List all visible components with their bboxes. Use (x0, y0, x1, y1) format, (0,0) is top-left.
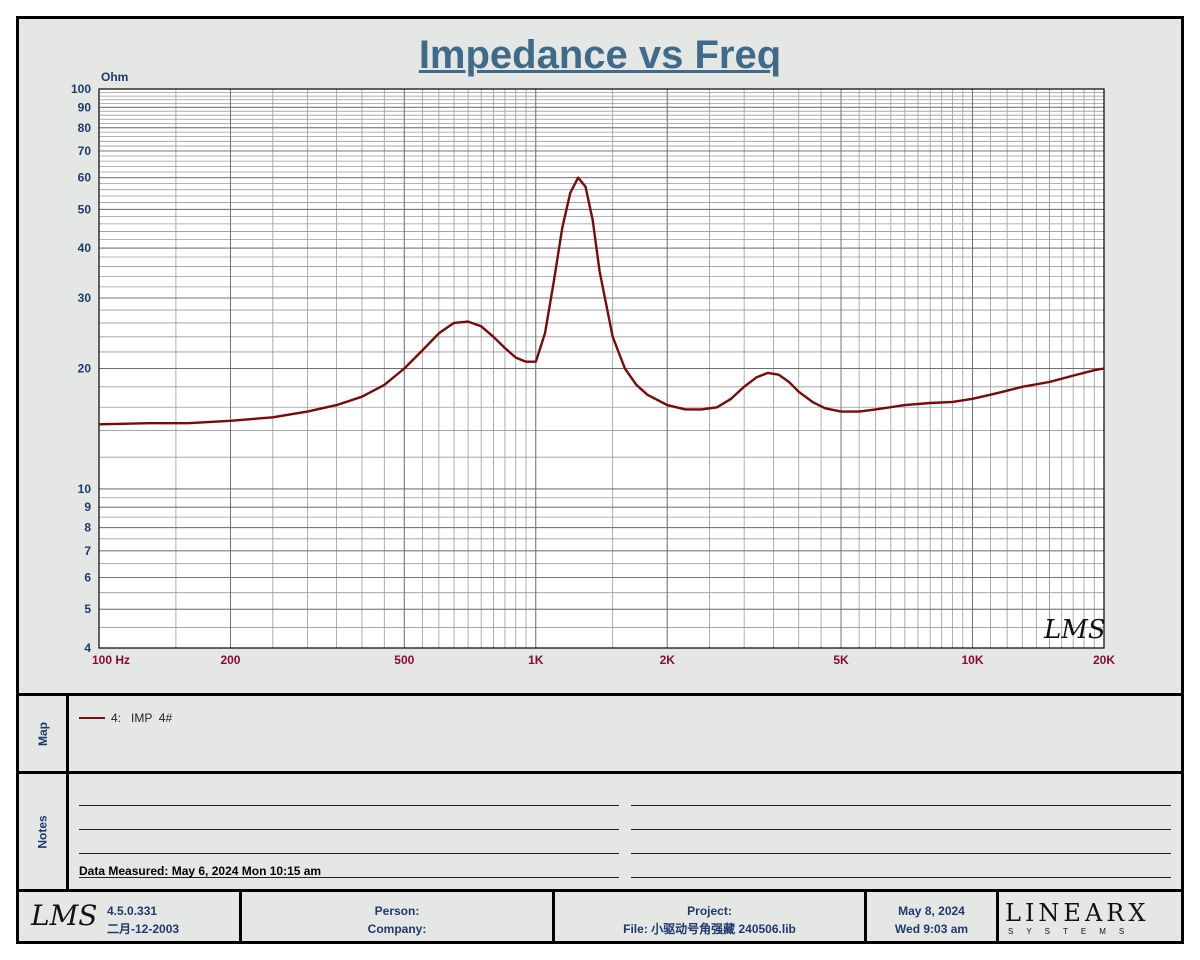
y-tick-label: 8 (84, 521, 91, 535)
y-tick-label: 70 (78, 144, 92, 158)
chart-title: Impedance vs Freq (19, 33, 1181, 78)
note-line (631, 805, 1171, 806)
lms-logo: LMS (31, 899, 98, 932)
note-line (79, 853, 619, 854)
y-tick-label: 5 (84, 602, 91, 616)
y-tick-label: 90 (78, 100, 92, 114)
person-company: Person: Company: (242, 902, 552, 938)
lms-watermark: LMS (1043, 615, 1106, 645)
y-tick-label: 100 (71, 82, 91, 96)
legend-entry: 4: IMP 4# (79, 711, 172, 725)
x-tick-label: 1K (528, 653, 544, 667)
linearx-logo: LINEARX (1005, 899, 1150, 927)
y-tick-label: 20 (78, 362, 92, 376)
data-measured: Data Measured: May 6, 2024 Mon 10:15 am (79, 864, 322, 878)
report-time-value: Wed 9:03 am (894, 922, 969, 936)
impedance-series-line (98, 176, 1105, 426)
file-label: File: 小驱动号角强藏 240506.lib (623, 922, 796, 936)
y-tick-label: 40 (78, 241, 92, 255)
x-tick-label: 100 Hz (92, 653, 130, 667)
linearx-logo-subtitle: SYSTEMS (1008, 927, 1138, 936)
y-tick-label: 60 (78, 171, 92, 185)
note-line (631, 853, 1171, 854)
map-separator-top (19, 693, 1181, 696)
y-tick-label: 4 (84, 641, 91, 655)
footer-divider (996, 892, 999, 941)
y-axis-label: Ohm (101, 70, 128, 84)
notes-separator-top (19, 771, 1181, 774)
y-tick-label: 30 (78, 291, 92, 305)
report-date: May 8, 2024 Wed 9:03 am (867, 902, 996, 938)
person-label: Person: (374, 904, 420, 918)
legend-label: 4: IMP 4# (111, 711, 173, 725)
note-line (631, 877, 1171, 878)
project-file: Project: File: 小驱动号角强藏 240506.lib (555, 902, 864, 938)
notes-label: Notes (35, 814, 50, 849)
report-frame: Impedance vs Freq Map Notes 4: IMP 4# Da… (16, 16, 1184, 944)
y-tick-label: 80 (78, 121, 92, 135)
y-tick-label: 6 (84, 571, 91, 585)
version-date: 二月-12-2003 (107, 922, 180, 936)
legend-swatch (79, 717, 105, 719)
x-tick-label: 500 (394, 653, 414, 667)
y-tick-label: 7 (84, 544, 91, 558)
side-label-divider (66, 696, 69, 889)
x-tick-label: 20K (1093, 653, 1115, 667)
y-tick-label: 9 (84, 500, 91, 514)
x-tick-label: 200 (220, 653, 240, 667)
note-line (79, 877, 619, 878)
report-date-value: May 8, 2024 (898, 904, 965, 918)
chart-title-text: Impedance vs Freq (418, 33, 782, 77)
note-line (631, 829, 1171, 830)
footer-divider (864, 892, 867, 941)
x-tick-label: 2K (660, 653, 676, 667)
note-line (79, 805, 619, 806)
impedance-chart: 100 Hz 200 500 1K 2K 5K 10K 20K 4 5 6 7 8 9 10 20 30 40 50… (71, 70, 1115, 667)
version-info: 4.5.0.331 二月-12-2003 (107, 902, 179, 938)
footer-divider (239, 892, 242, 941)
y-tick-label: 50 (78, 202, 92, 216)
company-label: Company: (367, 922, 427, 936)
x-tick-label: 10K (962, 653, 984, 667)
map-label: Map (35, 721, 50, 746)
footer-separator-top (19, 889, 1181, 892)
y-tick-label: 10 (78, 482, 92, 496)
x-tick-label: 5K (833, 653, 849, 667)
footer-divider (552, 892, 555, 941)
project-label: Project: (687, 904, 732, 918)
version-number: 4.5.0.331 (107, 904, 158, 918)
note-line (79, 829, 619, 830)
